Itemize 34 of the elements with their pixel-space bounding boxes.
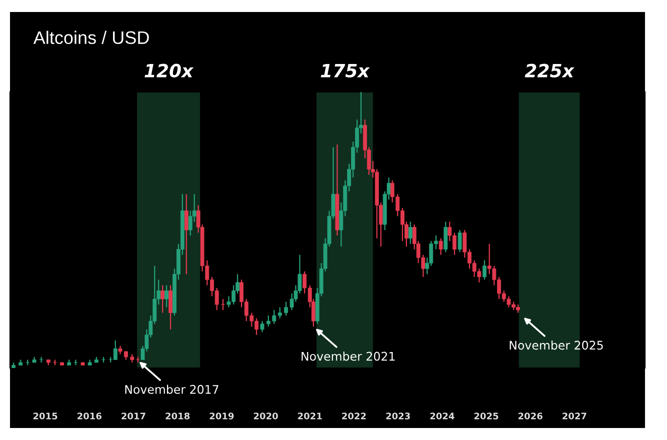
- x-tick-label: 2023: [386, 412, 410, 420]
- x-tick-label: 2016: [78, 412, 102, 420]
- candlestick: [438, 238, 443, 256]
- candlestick: [160, 284, 165, 314]
- annotation: November 2025: [510, 340, 603, 350]
- x-tick-label: 2024: [430, 412, 454, 420]
- x-tick-label: 2022: [342, 412, 366, 420]
- chart-title: Altcoins / USD: [33, 30, 149, 44]
- candlestick: [74, 359, 78, 366]
- candlestick: [260, 320, 264, 333]
- candlestick: [168, 284, 172, 330]
- x-tick-label: 2020: [254, 412, 278, 420]
- x-tick-label: 2026: [518, 412, 542, 420]
- candlestick: [164, 284, 169, 308]
- x-tick-label: 2025: [474, 412, 498, 420]
- candlestick: [278, 306, 282, 319]
- band-label: 120x: [144, 64, 194, 78]
- x-tick-label: 2027: [562, 412, 586, 420]
- annotation: November 2017: [125, 384, 218, 394]
- x-tick-label: 2018: [166, 412, 190, 420]
- candlestick: [184, 194, 188, 275]
- candlestick: [408, 221, 412, 244]
- x-tick-label: 2015: [33, 412, 58, 420]
- candlestick: [113, 340, 118, 360]
- band-label: 225x: [524, 64, 574, 78]
- band-label: 175x: [320, 64, 370, 78]
- candlestick: [482, 260, 486, 280]
- x-tick-label: 2017: [122, 412, 146, 420]
- annotation: November 2021: [302, 352, 395, 361]
- candlestick: [221, 298, 225, 311]
- candlestick: [444, 221, 448, 253]
- x-tick-label: 2021: [298, 412, 322, 420]
- x-tick-label: 2019: [210, 412, 234, 420]
- candlestick: [458, 229, 462, 253]
